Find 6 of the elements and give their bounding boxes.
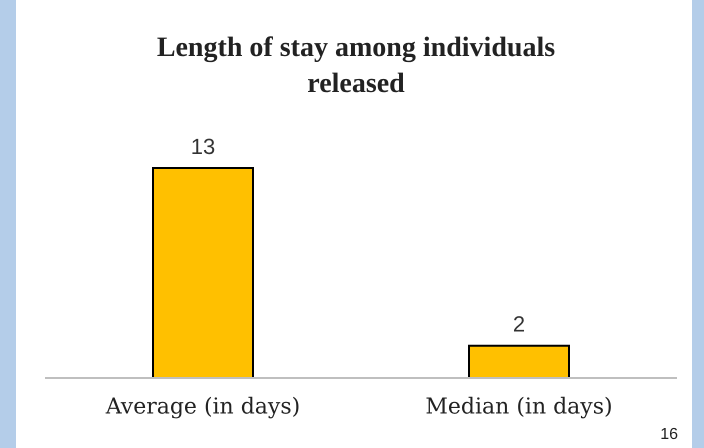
data-label: 2 <box>512 312 526 337</box>
x-tick-label: Median (in days) <box>425 394 613 420</box>
data-label: 13 <box>190 134 216 159</box>
text: 16 <box>660 426 678 444</box>
chart-title: Length of stay among individuals released <box>156 31 556 101</box>
x-tick-label: Average (in days) <box>104 394 300 420</box>
